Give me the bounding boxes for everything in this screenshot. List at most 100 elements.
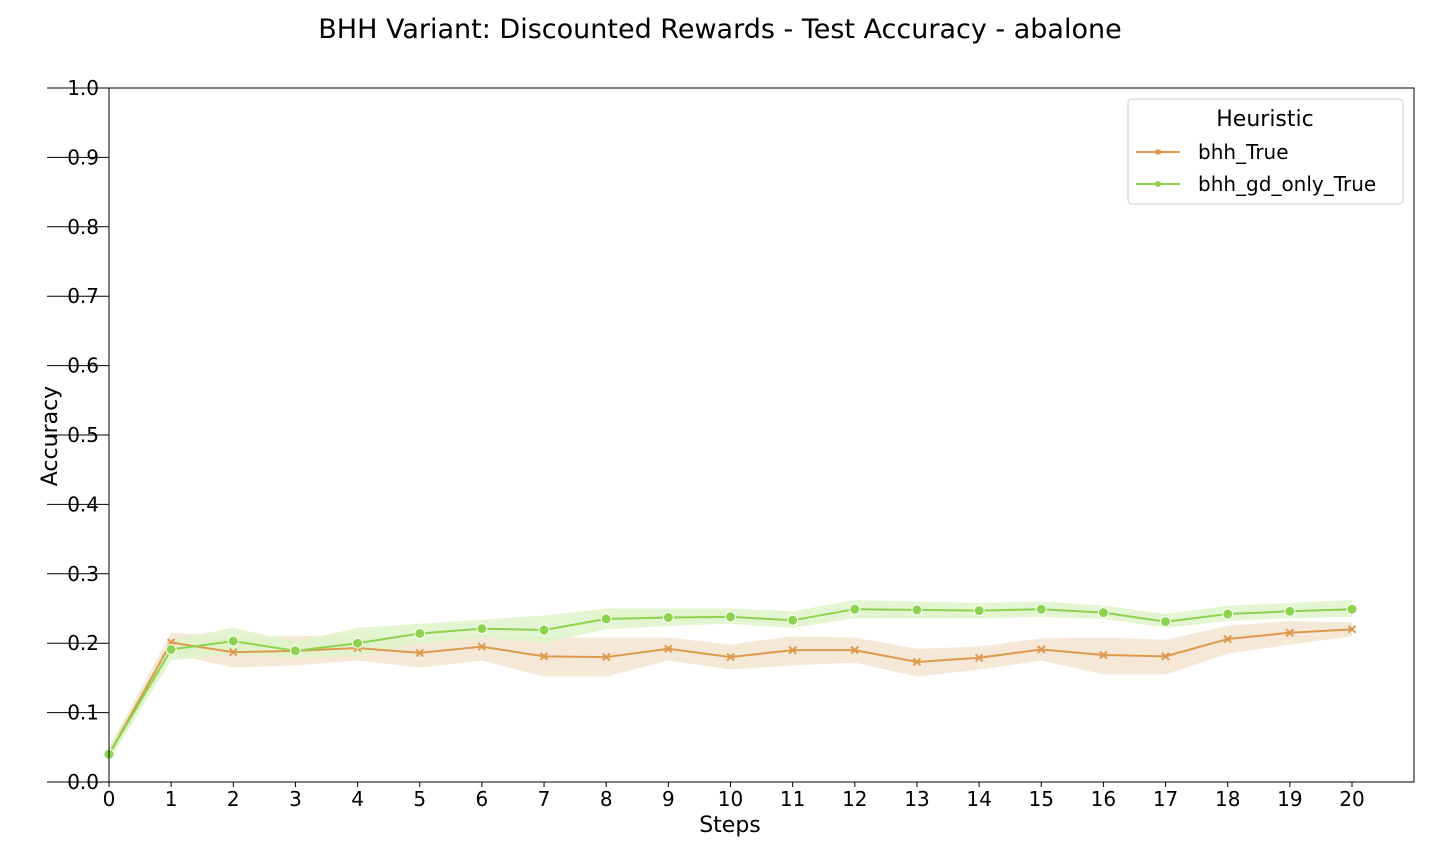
point-bhh-gd-only-true (1160, 616, 1172, 628)
point-bhh-gd-only-true (1222, 608, 1234, 620)
x-tick-label: 8 (600, 787, 613, 811)
band-bhh-true (109, 620, 1352, 762)
point-x-stroke (1099, 650, 1108, 660)
point-x-stroke (1223, 634, 1232, 644)
point-x-stroke (229, 648, 238, 657)
point-x-stroke (601, 652, 611, 662)
x-tick-label: 7 (538, 787, 551, 811)
point-bhh-gd-only-true (662, 612, 674, 624)
x-tick-label: 13 (904, 787, 929, 811)
point-x-stroke (1037, 645, 1046, 654)
x-tick-label: 11 (780, 787, 805, 811)
x-tick-label: 10 (718, 787, 743, 811)
point-bhh-true (539, 652, 549, 661)
point-x-stroke (974, 653, 984, 662)
legend-box (1127, 98, 1404, 205)
legend-marker-bhh-gd-only-true (1155, 181, 1161, 187)
point-bhh-true (664, 644, 673, 653)
x-tick-label: 15 (1029, 787, 1054, 811)
y-tick-label: 0.1 (67, 701, 99, 725)
x-tick-label: 14 (966, 787, 991, 811)
point-bhh-true (1161, 652, 1170, 661)
point-bhh-true (229, 648, 238, 657)
point-bhh-true (726, 652, 735, 662)
band-bhh-gd-only-true (109, 600, 1352, 762)
point-bhh-true (477, 642, 487, 651)
point-x-stroke (664, 644, 673, 653)
y-tick-label: 0.0 (67, 770, 99, 794)
point-bhh-gd-only-true (849, 603, 861, 615)
x-tick-label: 19 (1277, 787, 1302, 811)
point-bhh-true (1223, 634, 1232, 644)
point-bhh-true (850, 645, 860, 655)
point-bhh-gd-only-true (973, 605, 985, 617)
point-x-stroke (1347, 625, 1357, 634)
x-tick-label: 12 (842, 787, 867, 811)
series-markers (103, 603, 1358, 760)
point-x-stroke (726, 652, 735, 662)
point-bhh-true (1099, 650, 1108, 660)
legend: Heuristic bhh_True bhh_gd_only_True (1127, 98, 1404, 205)
x-axis-label: Steps (699, 813, 761, 838)
point-bhh-true (415, 648, 424, 658)
point-bhh-gd-only-true (476, 623, 488, 635)
point-bhh-gd-only-true (1284, 605, 1296, 617)
x-tick-label: 18 (1215, 787, 1240, 811)
legend-title: Heuristic (1216, 107, 1313, 132)
point-bhh-gd-only-true (1035, 603, 1047, 615)
y-tick-label: 0.5 (67, 423, 99, 447)
legend-label-bhh-true: bhh_True (1198, 140, 1289, 164)
point-x-stroke (850, 645, 860, 655)
y-tick-label: 0.3 (67, 562, 99, 586)
y-tick-label: 0.2 (67, 631, 99, 655)
point-bhh-gd-only-true (1097, 607, 1109, 619)
point-bhh-gd-only-true (227, 635, 239, 647)
point-x-stroke (788, 645, 797, 655)
y-axis-label: Accuracy (38, 386, 63, 486)
point-bhh-gd-only-true (787, 614, 799, 626)
point-bhh-gd-only-true (414, 627, 426, 639)
legend-entries: bhh_True bhh_gd_only_True (1136, 140, 1376, 196)
point-bhh-true (788, 645, 797, 655)
x-tick-label: 0 (103, 787, 116, 811)
point-bhh-gd-only-true (165, 643, 177, 655)
x-tick-label: 2 (227, 787, 240, 811)
x-tick-label: 3 (289, 787, 302, 811)
x-tick-label: 4 (351, 787, 364, 811)
x-tick-label: 20 (1339, 787, 1364, 811)
point-x-stroke (1285, 628, 1295, 637)
y-tick-label: 1.0 (67, 76, 99, 100)
point-x-stroke (539, 652, 549, 661)
point-bhh-true (1285, 628, 1295, 637)
x-tick-label: 16 (1091, 787, 1116, 811)
y-tick-label: 0.7 (67, 284, 99, 308)
chart-title: BHH Variant: Discounted Rewards - Test A… (318, 14, 1121, 45)
y-tick-label: 0.4 (67, 492, 99, 516)
y-tick-label: 0.6 (67, 354, 99, 378)
point-bhh-gd-only-true (1346, 603, 1358, 615)
point-bhh-true (1037, 645, 1046, 654)
point-bhh-true (1347, 625, 1357, 634)
point-bhh-gd-only-true (289, 645, 301, 657)
point-bhh-true (912, 657, 922, 667)
x-tick-label: 5 (413, 787, 426, 811)
confidence-bands (109, 600, 1352, 762)
x-tick-label: 1 (165, 787, 178, 811)
point-bhh-true (601, 652, 611, 662)
point-bhh-true (974, 653, 984, 662)
point-bhh-gd-only-true (600, 613, 612, 625)
point-x-stroke (477, 642, 487, 651)
legend-label-bhh-gd-only-true: bhh_gd_only_True (1198, 172, 1376, 196)
x-tick-label: 6 (476, 787, 489, 811)
y-tick-label: 0.8 (67, 215, 99, 239)
point-x-stroke (1161, 652, 1170, 661)
point-bhh-gd-only-true (911, 604, 923, 616)
x-axis: 0 1 2 3 4 5 6 7 8 9 10 11 12 13 14 15 16 17 18 19 20 (103, 781, 1414, 811)
point-x-stroke (912, 657, 922, 667)
legend-marker-bhh-true (1155, 149, 1161, 155)
x-tick-label: 17 (1153, 787, 1178, 811)
point-x-stroke (415, 648, 424, 658)
point-bhh-gd-only-true (725, 611, 736, 623)
x-tick-label: 9 (662, 787, 675, 811)
